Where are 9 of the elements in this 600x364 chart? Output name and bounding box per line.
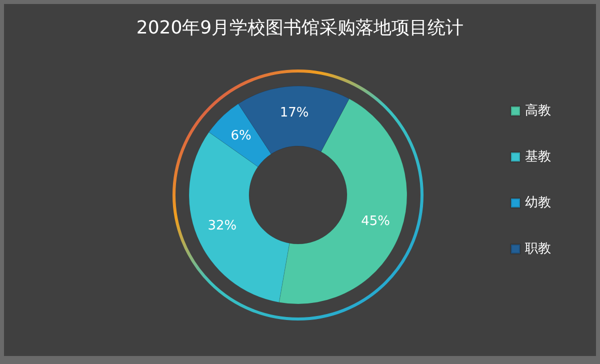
legend-label: 职教 — [525, 242, 551, 256]
data-label: 45% — [361, 214, 390, 230]
data-label: 32% — [208, 218, 237, 234]
legend-label: 基教 — [525, 150, 551, 164]
legend-label: 高教 — [525, 102, 551, 118]
chart-title: 2020年9月学校图书馆采购落地项目统计 — [136, 18, 464, 38]
legend-label: 幼教 — [525, 196, 551, 210]
data-label: 6% — [230, 128, 252, 144]
data-label: 17% — [280, 106, 309, 121]
